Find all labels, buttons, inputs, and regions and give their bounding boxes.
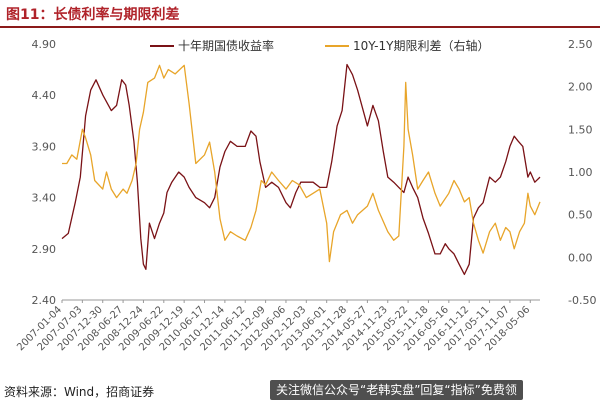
y-right-tick-label: 1.50 — [568, 123, 593, 136]
legend-label: 10Y-1Y期限利差（右轴） — [353, 38, 489, 53]
watermark-banner: 关注微信公众号“老韩实盘”回复“指标”免费领 — [270, 380, 523, 400]
y-left-tick-label: 2.90 — [32, 243, 57, 256]
y-left-tick-label: 2.40 — [32, 294, 57, 307]
y-right-tick-label: 0.00 — [568, 251, 593, 264]
series-line-10y-yield — [61, 63, 541, 276]
legend-item-10y-yield: 十年期国债收益率 — [150, 38, 274, 53]
legend-item-term-spread: 10Y-1Y期限利差（右轴） — [325, 38, 489, 53]
legend-label: 十年期国债收益率 — [178, 38, 274, 53]
chart-title: 图11：长债利率与期限利差 — [6, 7, 180, 23]
y-right-tick-label: 2.50 — [568, 38, 593, 51]
legend: 十年期国债收益率 10Y-1Y期限利差（右轴） — [150, 38, 489, 53]
y-left-tick-label: 4.40 — [32, 89, 57, 102]
title-divider — [0, 26, 600, 28]
y-right-tick-label: 0.50 — [568, 209, 593, 222]
series-layer — [61, 63, 541, 276]
source-note: 资料来源：Wind，招商证券 — [4, 385, 155, 399]
y-right-tick-label: -0.50 — [568, 294, 596, 307]
y-left-tick-label: 3.40 — [32, 192, 57, 205]
y-right-tick-label: 1.00 — [568, 166, 593, 179]
y-left-tick-label: 3.90 — [32, 140, 57, 153]
series-line-term-spread — [62, 64, 541, 263]
y-right-tick-label: 2.00 — [568, 81, 593, 94]
y-left-tick-label: 4.90 — [32, 38, 57, 51]
